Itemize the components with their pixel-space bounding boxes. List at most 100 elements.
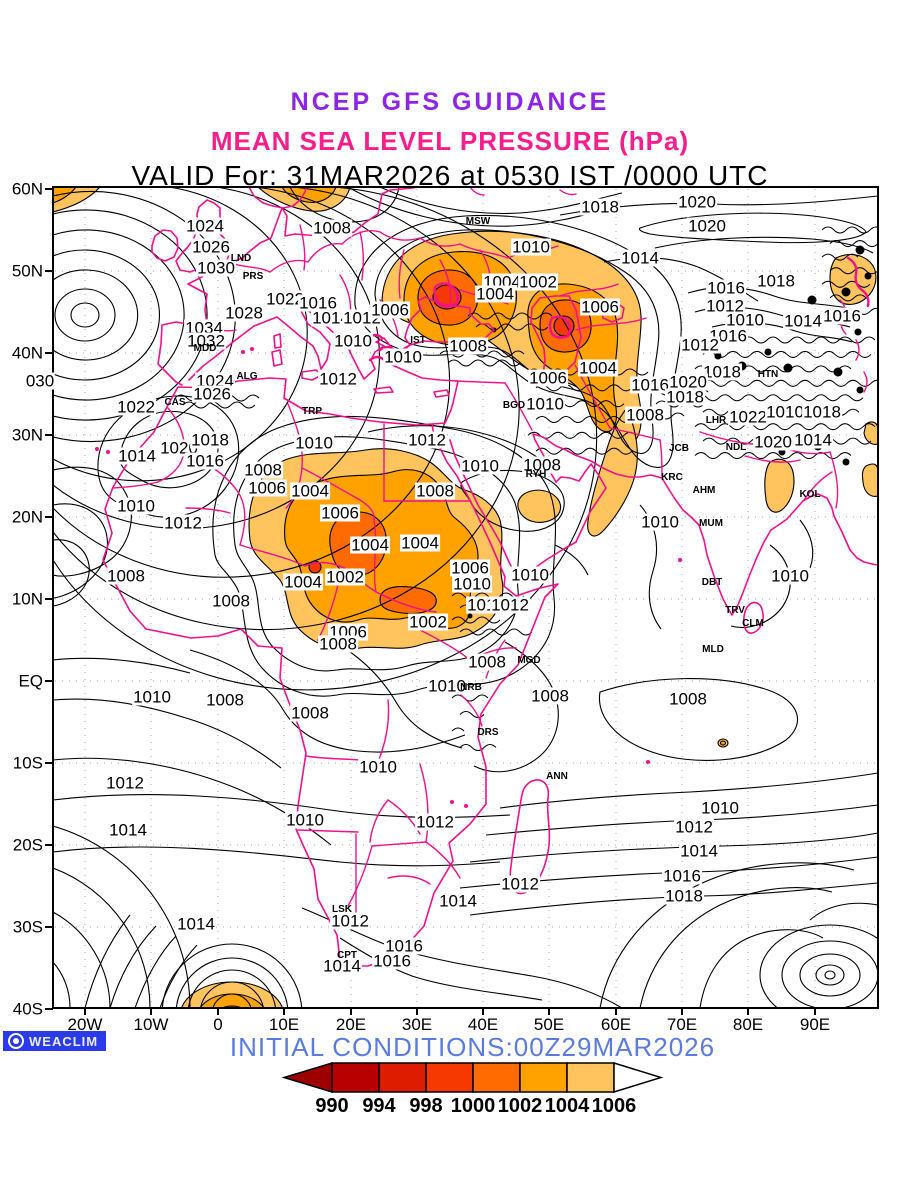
x-axis-label: 50E [533, 1015, 565, 1034]
y-axis-label: 30S [12, 917, 43, 937]
contour-label: 1012 [163, 513, 203, 533]
weaclim-ring-icon [8, 1033, 24, 1049]
station-label: MUM [699, 518, 723, 529]
contour-label: 1010 [333, 331, 373, 351]
contour-label: 1014 [108, 820, 148, 840]
contour-label: 1008 [448, 336, 488, 356]
station-label: LND [230, 253, 252, 264]
page-subtitle: MEAN SEA LEVEL PRESSURE (hPa) [210, 126, 690, 156]
contour-label: 1012 [674, 817, 714, 837]
contour-label: 1022 [116, 397, 156, 417]
contour-label: 1010 [640, 512, 680, 532]
arabia-india-coast [449, 433, 878, 616]
contour-label: 1016 [630, 375, 670, 395]
station-label: HTN [757, 369, 779, 380]
contour-label: 1020 [753, 432, 793, 452]
contour-label: 1002 [518, 272, 558, 292]
contour-label: 1018 [756, 271, 796, 291]
station-label: DRS [477, 727, 499, 738]
contour-label: 1006 [528, 368, 568, 388]
station-label: CAS [164, 397, 186, 408]
station-label: KOL [799, 489, 821, 500]
country-borders [112, 187, 868, 929]
contour-label: 1008 [530, 686, 570, 706]
contour-label: 1010 [525, 394, 565, 414]
contour-label: 1026 [191, 237, 231, 257]
contour-label: 1002 [325, 567, 365, 587]
contour-label: 1022 [265, 289, 305, 309]
station-label: CPT [337, 950, 357, 961]
contour-label: 1006 [370, 300, 410, 320]
station-label: ALG [236, 371, 258, 382]
contour-label: 1012 [490, 595, 530, 615]
contour-label: 1014 [793, 430, 833, 450]
y-axis-label: 20S [12, 835, 43, 855]
contour-label: 1020 [668, 372, 708, 392]
contour-label: 1008 [625, 405, 665, 425]
x-axis-label: 60E [600, 1015, 632, 1034]
contour-label: 1004 [350, 535, 390, 555]
madagascar-coast [509, 779, 551, 895]
weaclim-logo-badge: WEACLIM [3, 1031, 107, 1051]
contour-label: 1018 [802, 402, 842, 422]
station-label: MDD [193, 343, 217, 354]
contour-label: 1004 [290, 481, 330, 501]
station-label: IST [410, 335, 426, 346]
y-axis-label: 60N [11, 179, 43, 199]
contour-label: 1020 [159, 438, 199, 458]
contour-label: 1014 [679, 841, 719, 861]
contour-label: 1010 [510, 565, 550, 585]
x-axis-label: 80E [732, 1015, 764, 1034]
contour-label: 1010 [511, 237, 551, 257]
x-axis-label: 20E [335, 1015, 367, 1034]
contour-label: 1008 [668, 689, 708, 709]
contour-label: 1004 [578, 358, 618, 378]
contour-label: 1008 [211, 591, 251, 611]
contour-label: 1022 [728, 407, 768, 427]
contour-label: 1008 [312, 218, 352, 238]
y-axis-label: 10S [12, 753, 43, 773]
map-frame [52, 186, 879, 1009]
station-label: LHR [705, 415, 727, 426]
colorbar-value-label: 990 [315, 1095, 349, 1117]
weaclim-logo-text: WEACLIM [29, 1033, 99, 1049]
initial-conditions-line: INITIAL CONDITIONS:00Z29MAR2026 [229, 1032, 716, 1062]
y-axis-label: 10N [11, 589, 43, 609]
contour-label: 1010 [460, 456, 500, 476]
contour-label: 1018 [664, 886, 704, 906]
page-title: NCEP GFS GUIDANCE [290, 88, 610, 116]
station-label: LSK [332, 904, 352, 915]
x-axis-label: 10E [268, 1015, 300, 1034]
contour-label: 1008 [467, 652, 507, 672]
station-label: CLM [742, 618, 764, 629]
station-label: NRB [460, 682, 482, 693]
colorbar-value-label: 994 [362, 1095, 396, 1117]
contour-label: 1014 [322, 956, 362, 976]
contour-label: 1016 [185, 451, 225, 471]
x-axis-label: 0 [213, 1015, 223, 1034]
contour-label: 1014 [438, 891, 478, 911]
contour-label: 1014 [117, 446, 157, 466]
sicily-coast [301, 369, 323, 381]
crete-coast [373, 386, 394, 394]
contour-label: 1008 [415, 481, 455, 501]
station-label: ANN [546, 771, 568, 782]
sardinia-coast [271, 349, 283, 367]
scandinavia-coast [248, 187, 307, 209]
contour-label: 1016 [662, 866, 702, 886]
station-label: PRS [242, 271, 264, 282]
contour-label: 1010 [427, 676, 467, 696]
station-label: DBT [701, 577, 723, 588]
contour-label: 1016 [706, 278, 746, 298]
y-axis-label: EQ [18, 671, 43, 691]
contour-label: 1012 [318, 369, 358, 389]
contour-label: 1024 [185, 216, 225, 236]
contour-label: 1034 [184, 318, 224, 338]
station-label: MLD [702, 644, 724, 655]
x-axis-label: 90E [799, 1015, 831, 1034]
contour-label: 1008 [318, 634, 358, 654]
contour-label: 1016 [298, 293, 338, 313]
station-label: NDL [725, 442, 747, 453]
contour-label: 1006 [580, 297, 620, 317]
